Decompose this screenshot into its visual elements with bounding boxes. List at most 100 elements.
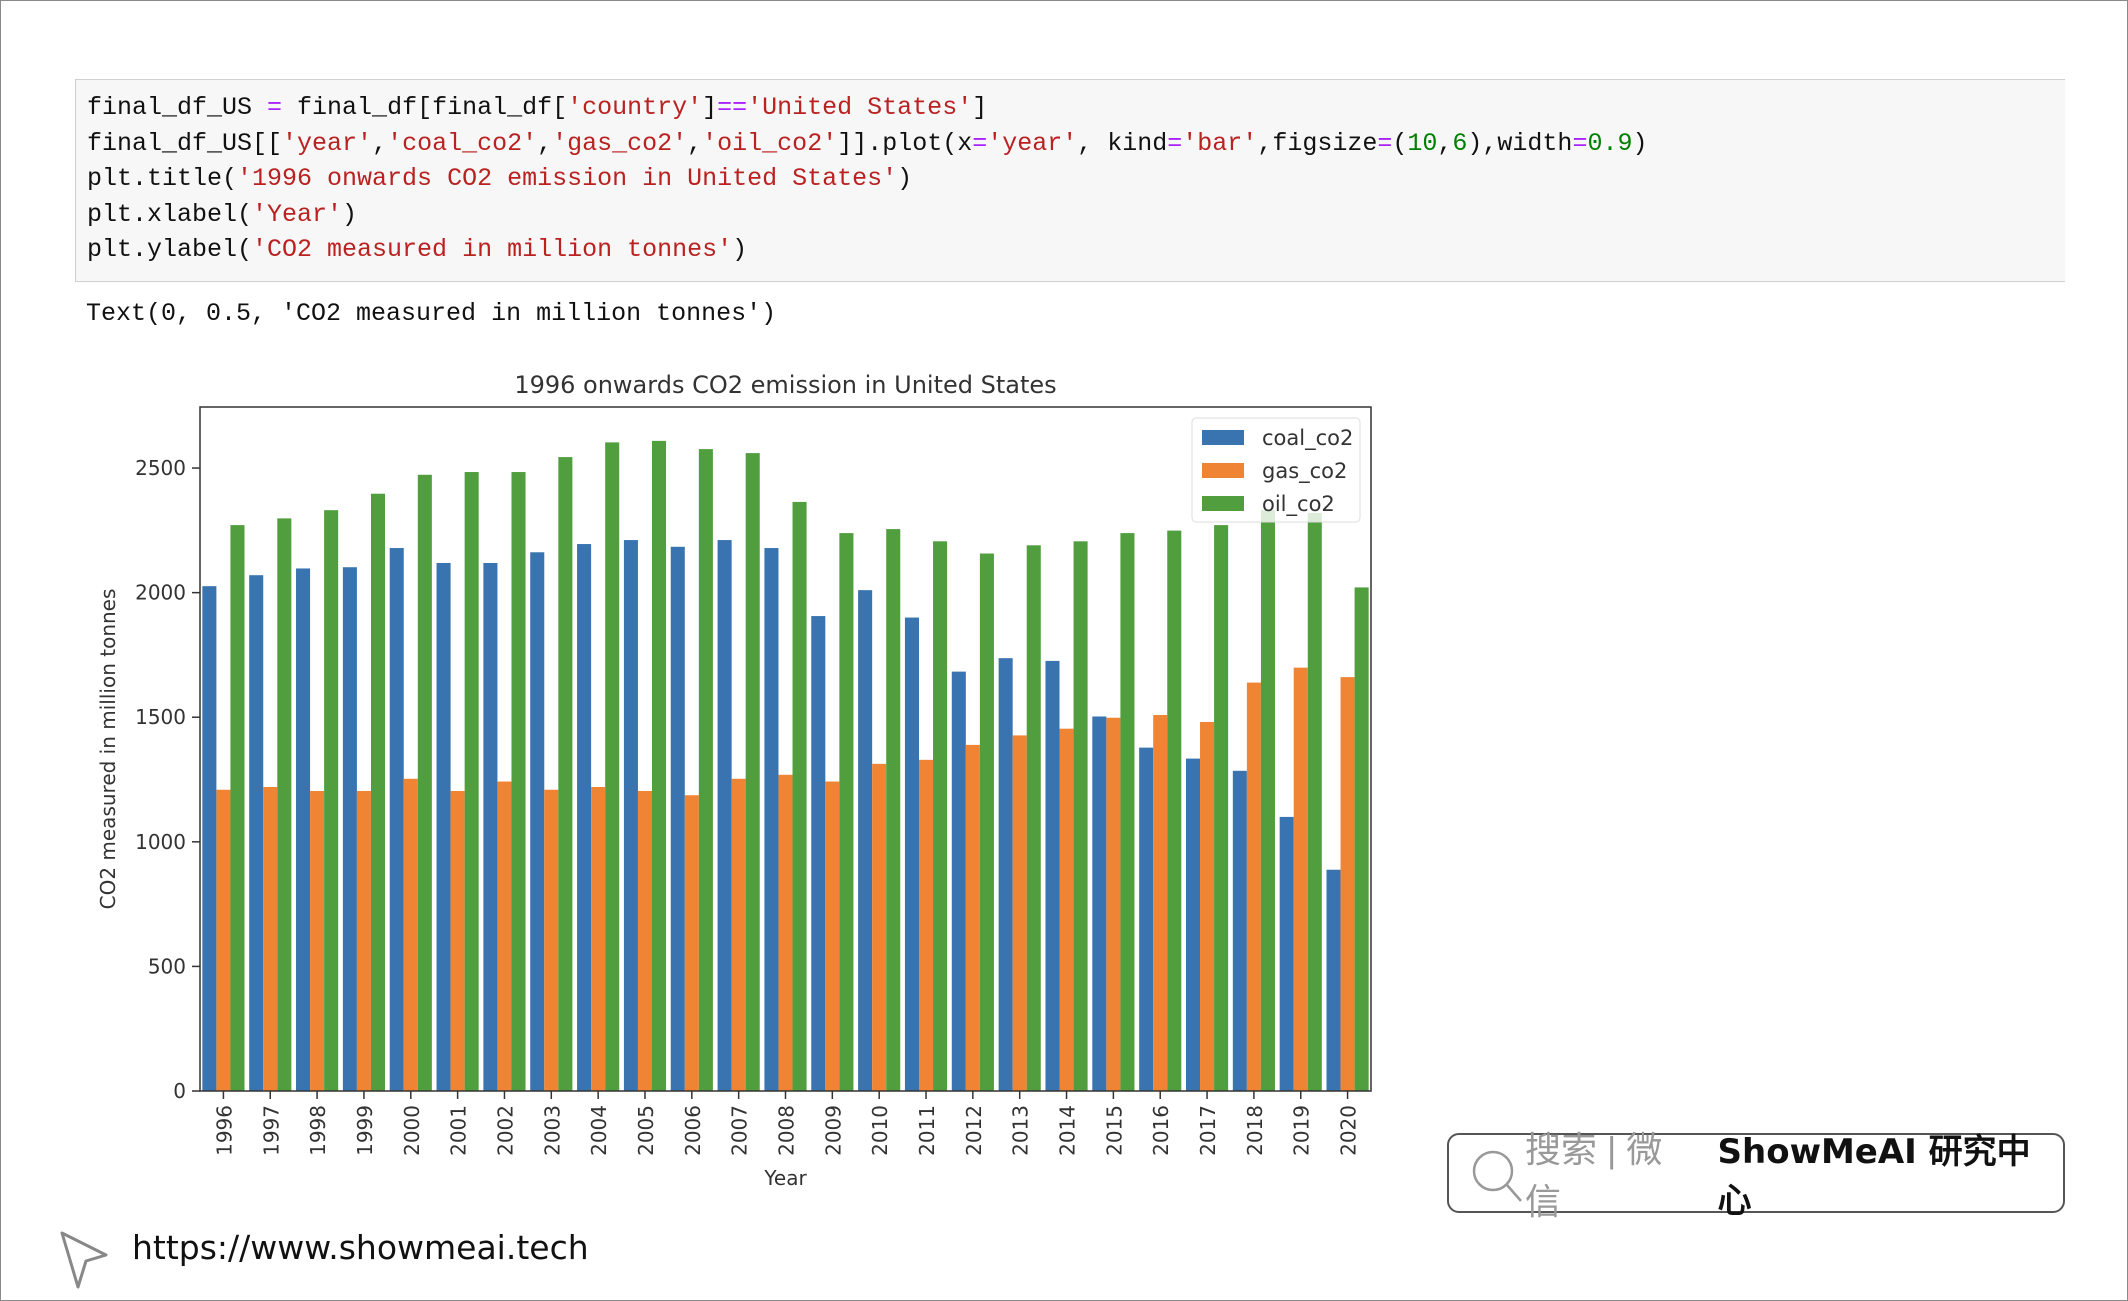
code-token: plt.xlabel( — [87, 199, 253, 229]
bar-oil_co2-1997 — [277, 518, 292, 1091]
bar-coal_co2-2016 — [1139, 747, 1154, 1091]
bar-gas_co2-2010 — [872, 763, 887, 1091]
bar-oil_co2-2002 — [511, 472, 526, 1091]
cursor-pointer-icon — [60, 1231, 108, 1289]
code-token: plt.title( — [87, 164, 238, 193]
watermark-search-box: 搜索 | 微信 ShowMeAI 研究中心 — [1447, 1129, 2065, 1222]
legend-label-coal_co2: coal_co2 — [1262, 426, 1353, 451]
bar-coal_co2-2012 — [951, 671, 966, 1091]
bar-oil_co2-2001 — [464, 472, 479, 1091]
watermark-search-text: 搜索 | 微信 — [1525, 1129, 1663, 1222]
bar-coal_co2-1998 — [296, 568, 311, 1091]
x-tick-label: 2014 — [1056, 1105, 1080, 1156]
bar-gas_co2-2013 — [1012, 735, 1027, 1091]
code-token: , — [687, 128, 703, 158]
bar-oil_co2-2006 — [698, 449, 713, 1092]
legend-swatch-oil_co2 — [1202, 496, 1244, 511]
bar-coal_co2-2002 — [483, 562, 498, 1091]
x-tick-label: 2007 — [728, 1105, 752, 1156]
y-tick-label: 2000 — [135, 581, 186, 605]
legend-label-oil_co2: oil_co2 — [1262, 492, 1335, 517]
code-token: , kind — [1077, 128, 1168, 158]
bar-oil_co2-2008 — [792, 501, 807, 1091]
code-token: , — [372, 128, 388, 158]
code-token: final_df[final_df[ — [282, 93, 568, 122]
bar-gas_co2-2016 — [1153, 714, 1168, 1091]
bar-coal_co2-2003 — [530, 552, 545, 1091]
x-tick-label: 2008 — [775, 1105, 799, 1156]
bar-coal_co2-1999 — [342, 567, 357, 1091]
x-tick-label: 1998 — [306, 1105, 330, 1156]
bar-gas_co2-1997 — [263, 787, 278, 1091]
y-tick-label: 1000 — [135, 830, 186, 854]
code-token: , — [1437, 128, 1453, 158]
code-token-op: = — [972, 128, 988, 158]
x-tick-label: 2006 — [681, 1105, 705, 1156]
bar-oil_co2-2019 — [1307, 512, 1322, 1091]
bar-coal_co2-2005 — [623, 540, 638, 1091]
bar-gas_co2-2018 — [1246, 682, 1261, 1091]
y-tick-label: 2500 — [135, 456, 186, 480]
y-tick-label: 500 — [148, 954, 186, 978]
y-axis-label: CO2 measured in million tonnes — [96, 589, 120, 910]
code-token: ]].plot(x — [837, 128, 973, 158]
bar-gas_co2-2008 — [778, 774, 793, 1091]
bar-gas_co2-1999 — [356, 790, 371, 1091]
bar-oil_co2-2015 — [1120, 533, 1135, 1091]
bar-gas_co2-2004 — [591, 787, 606, 1091]
x-tick-label: 2003 — [540, 1105, 564, 1156]
x-tick-label: 2001 — [447, 1105, 471, 1156]
bar-coal_co2-2017 — [1185, 758, 1201, 1091]
x-tick-label: 2017 — [1196, 1105, 1220, 1156]
bar-coal_co2-2007 — [717, 540, 732, 1091]
x-tick-label: 2016 — [1149, 1105, 1173, 1156]
x-tick-label: 2015 — [1102, 1105, 1126, 1156]
code-cell[interactable]: final_df_US = final_df[final_df['country… — [75, 79, 2065, 282]
bar-coal_co2-2011 — [904, 617, 919, 1091]
code-token: ] — [972, 93, 988, 122]
x-tick-label: 1997 — [259, 1105, 283, 1156]
code-token-str: 'year' — [282, 128, 373, 158]
code-token: plt.ylabel( — [87, 235, 253, 264]
footer-url-link[interactable]: https://www.showmeai.tech — [132, 1228, 589, 1267]
y-tick-label: 0 — [173, 1079, 186, 1103]
bar-coal_co2-2000 — [389, 548, 404, 1091]
code-editor[interactable]: final_df_US = final_df[final_df['country… — [87, 90, 1648, 268]
bar-oil_co2-2003 — [558, 457, 573, 1092]
code-token: ] — [702, 93, 718, 122]
code-token-str: 'bar' — [1182, 128, 1258, 158]
bar-chart: 1996 1997 1998 1999 2000 2001 2002 2003 2004 2005… — [96, 371, 1372, 1190]
bar-gas_co2-2017 — [1200, 721, 1215, 1091]
x-tick-label: 2004 — [587, 1105, 611, 1156]
code-token: ),width — [1467, 128, 1573, 158]
bar-coal_co2-2004 — [577, 544, 592, 1091]
bar-gas_co2-2009 — [825, 781, 840, 1091]
bar-gas_co2-2007 — [731, 778, 746, 1091]
code-token-num: 6 — [1452, 128, 1468, 158]
x-axis-label: Year — [763, 1166, 807, 1190]
bar-gas_co2-1998 — [310, 790, 325, 1091]
bar-oil_co2-2005 — [652, 440, 667, 1091]
code-token-str: 'coal_co2' — [387, 128, 538, 158]
bar-coal_co2-2001 — [436, 562, 451, 1091]
code-token-op: = — [1377, 128, 1393, 158]
legend-label-gas_co2: gas_co2 — [1262, 459, 1347, 484]
code-line: final_df_US[['year','coal_co2','gas_co2'… — [87, 126, 1648, 162]
code-token: ) — [897, 164, 913, 193]
x-tick-label: 1996 — [212, 1105, 236, 1156]
code-token: ) — [342, 199, 358, 229]
bar-oil_co2-2009 — [839, 533, 854, 1091]
bar-oil_co2-2018 — [1260, 510, 1275, 1091]
code-token: ,figsize — [1257, 128, 1378, 158]
bar-oil_co2-2010 — [886, 529, 901, 1091]
x-tick-label: 2013 — [1009, 1105, 1033, 1156]
bar-oil_co2-2017 — [1214, 525, 1229, 1091]
x-tick-label: 2018 — [1243, 1105, 1267, 1156]
x-tick-label: 2012 — [962, 1105, 986, 1156]
code-line: plt.xlabel('Year') — [87, 197, 1648, 233]
bar-gas_co2-2012 — [965, 744, 980, 1091]
bar-coal_co2-1996 — [202, 586, 217, 1091]
bar-gas_co2-2015 — [1106, 717, 1121, 1091]
x-tick-label: 2000 — [400, 1105, 424, 1156]
bar-oil_co2-2013 — [1026, 545, 1041, 1091]
